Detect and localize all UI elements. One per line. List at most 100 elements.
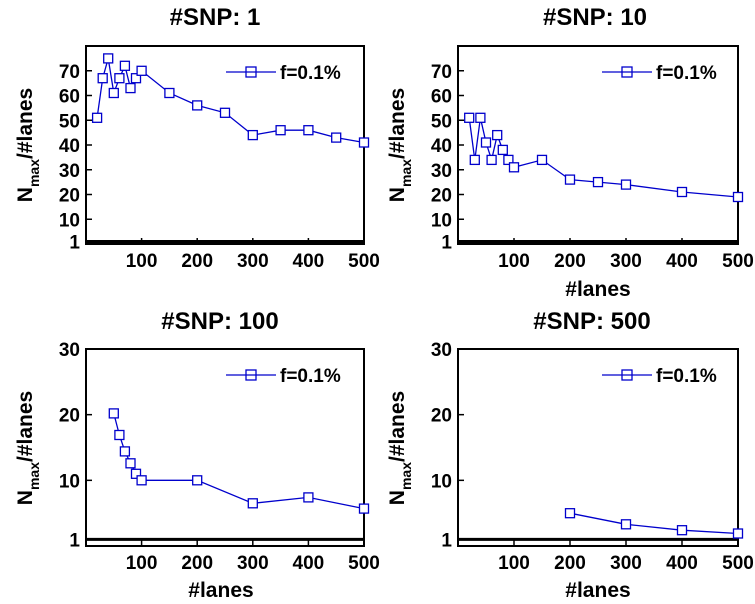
data-point [125, 458, 136, 469]
data-point [592, 176, 604, 188]
legend-label: f=0.1% [656, 366, 717, 387]
data-point [732, 528, 744, 539]
y-tick-label: 20 [431, 406, 452, 427]
y-tick-label: 10 [59, 471, 80, 492]
data-point [192, 100, 203, 111]
legend: f=0.1% [602, 366, 717, 387]
legend: f=0.1% [602, 63, 717, 84]
panel-snp-100: #SNP: 100 1 10 20 30 100 200 300 400 500 Nmax/#l… [14, 308, 380, 602]
legend-marker [621, 66, 633, 78]
x-axis-label: #lanes [565, 579, 630, 602]
x-tick-label: 500 [722, 251, 754, 272]
x-tick-label: 500 [348, 553, 380, 574]
panel-snp-1: #SNP: 1 110 20 30 40 50 60 70 100 200 300 400 500 N… [14, 4, 380, 272]
legend-label: f=0.1% [280, 63, 341, 84]
panel-title: #SNP: 1 [170, 4, 261, 31]
y-tick-label: 70 [59, 62, 80, 83]
x-tick-label: 500 [722, 553, 754, 574]
x-tick-label: 400 [293, 553, 325, 574]
legend-marker [245, 369, 257, 381]
y-tick-label: 1 [441, 530, 452, 551]
data-point [331, 132, 342, 143]
panel-title: #SNP: 100 [161, 308, 278, 335]
legend: f=0.1% [226, 366, 341, 387]
y-tick-label: 1 [441, 233, 452, 254]
legend-label: f=0.1% [656, 63, 717, 84]
series-line [569, 512, 739, 535]
x-tick-label: 200 [181, 553, 213, 574]
y-tick-label: 30 [431, 340, 452, 361]
data-point [475, 112, 486, 123]
x-tick-label: 300 [237, 553, 269, 574]
data-point [676, 525, 688, 536]
legend: f=0.1% [226, 63, 341, 84]
y-tick-label: 50 [431, 111, 452, 132]
plot-area [85, 348, 365, 547]
x-axis-label: #lanes [565, 278, 630, 301]
data-point [103, 53, 114, 64]
data-point [480, 137, 492, 148]
plot-area [457, 348, 739, 547]
data-point [91, 112, 103, 123]
data-point [564, 174, 576, 185]
data-point [130, 73, 142, 84]
y-axis-label: Nmax/#lanes [14, 391, 42, 505]
data-point [114, 429, 125, 441]
y-tick-label: 1 [69, 530, 80, 551]
data-point [219, 107, 231, 118]
data-point [130, 468, 142, 479]
y-tick-label: 30 [59, 340, 80, 361]
panel-snp-500: #SNP: 500 1 10 20 30 100 200 300 400 500 Nmax/#l… [386, 308, 754, 602]
data-point [275, 125, 286, 136]
data-point [119, 446, 131, 457]
legend-marker [245, 66, 257, 78]
data-point [303, 492, 314, 503]
x-tick-label: 400 [666, 553, 698, 574]
y-tick-label: 70 [431, 62, 452, 83]
data-point [247, 498, 258, 509]
x-tick-label: 200 [554, 251, 586, 272]
data-point [303, 125, 314, 136]
x-tick-label: 200 [181, 251, 213, 272]
data-point [136, 65, 147, 76]
x-tick-label: 100 [126, 251, 158, 272]
data-point [358, 503, 370, 514]
y-axis-label: Nmax/#lanes [14, 88, 42, 202]
data-point [164, 87, 175, 99]
data-point [192, 475, 203, 486]
data-point [464, 112, 475, 123]
data-point [620, 179, 632, 190]
y-axis-label: Nmax/#lanes [386, 391, 414, 505]
data-point [536, 154, 548, 166]
data-point [108, 87, 119, 99]
legend-label: f=0.1% [280, 366, 341, 387]
data-point [503, 154, 514, 166]
x-tick-label: 100 [498, 251, 530, 272]
y-tick-label: 40 [431, 136, 452, 157]
x-tick-label: 300 [610, 251, 642, 272]
data-point [564, 508, 576, 519]
data-point [676, 186, 688, 198]
data-point [497, 144, 508, 156]
data-point [492, 129, 503, 141]
y-tick-label: 20 [431, 186, 452, 207]
data-point [620, 519, 632, 530]
y-tick-label: 10 [59, 210, 80, 231]
data-point [469, 154, 480, 166]
panel-title: #SNP: 500 [533, 308, 650, 335]
x-tick-label: 300 [237, 251, 269, 272]
data-point [136, 475, 147, 486]
panel-title: #SNP: 10 [543, 4, 647, 31]
y-tick-label: 60 [59, 87, 80, 108]
y-tick-label: 20 [59, 406, 80, 427]
data-point [125, 82, 136, 94]
data-point [358, 137, 370, 148]
y-tick-label: 30 [431, 161, 452, 182]
y-tick-label: 30 [59, 161, 80, 182]
data-point [486, 154, 497, 166]
y-tick-label: 10 [431, 471, 452, 492]
legend-marker [621, 369, 633, 381]
x-tick-label: 100 [126, 553, 158, 574]
